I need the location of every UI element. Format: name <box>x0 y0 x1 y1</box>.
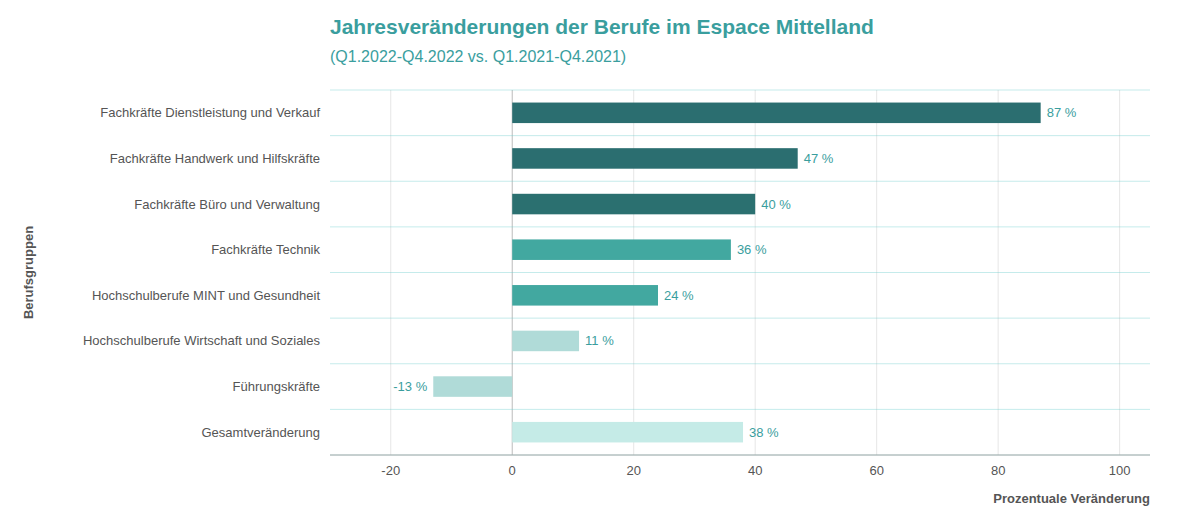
row-separators <box>330 90 1150 455</box>
row-separator <box>330 318 1150 319</box>
x-axis-label: Prozentuale Veränderung <box>993 491 1150 506</box>
y-tick-label: Fachkräfte Technik <box>211 242 320 257</box>
row-separator <box>330 181 1150 182</box>
data-label: 36 % <box>737 242 767 257</box>
row-separator <box>330 90 1150 91</box>
y-tick-label: Hochschulberufe Wirtschaft und Soziales <box>83 333 321 348</box>
x-tick-label: -20 <box>381 463 400 478</box>
x-tick-label: 100 <box>1109 463 1131 478</box>
bar <box>512 148 797 169</box>
title: Jahresveränderungen der Berufe im Espace… <box>330 15 874 38</box>
bar <box>512 239 731 260</box>
y-tick-label: Fachkräfte Handwerk und Hilfskräfte <box>110 151 320 166</box>
data-label: 47 % <box>804 151 834 166</box>
row-separator <box>330 455 1150 456</box>
bar <box>512 103 1040 124</box>
row-separator <box>330 226 1150 227</box>
data-label: -13 % <box>393 379 427 394</box>
row-separator <box>330 135 1150 136</box>
bar <box>512 331 579 352</box>
data-label: 11 % <box>585 333 614 348</box>
row-separator <box>330 272 1150 273</box>
subtitle: (Q1.2022-Q4.2022 vs. Q1.2021-Q4.2021) <box>330 48 626 65</box>
y-tick-label: Führungskräfte <box>233 379 320 394</box>
x-tick-label: 40 <box>748 463 762 478</box>
y-tick-label: Hochschulberufe MINT und Gesundheit <box>92 288 320 303</box>
row-separator <box>330 409 1150 410</box>
bar <box>433 376 512 397</box>
x-tick-label: 0 <box>509 463 516 478</box>
y-tick-label: Fachkräfte Büro und Verwaltung <box>134 197 320 212</box>
x-axis-line <box>330 455 1150 456</box>
bar <box>512 194 755 215</box>
data-label: 38 % <box>749 425 779 440</box>
x-tick-label: 60 <box>869 463 883 478</box>
bar <box>512 285 658 306</box>
data-label: 87 % <box>1047 105 1077 120</box>
y-tick-label: Fachkräfte Dienstleistung und Verkauf <box>100 105 320 120</box>
chart-container: Jahresveränderungen der Berufe im Espace… <box>0 0 1200 529</box>
y-tick-label: Gesamtveränderung <box>201 425 320 440</box>
data-label: 24 % <box>664 288 694 303</box>
y-axis-label: Berufsgruppen <box>21 226 36 319</box>
x-tick-label: 20 <box>626 463 640 478</box>
chart: Jahresveränderungen der Berufe im Espace… <box>0 0 1200 529</box>
row-separator <box>330 363 1150 364</box>
data-label: 40 % <box>761 197 791 212</box>
bars <box>433 103 1040 443</box>
bar <box>512 422 743 443</box>
x-tick-label: 80 <box>991 463 1005 478</box>
